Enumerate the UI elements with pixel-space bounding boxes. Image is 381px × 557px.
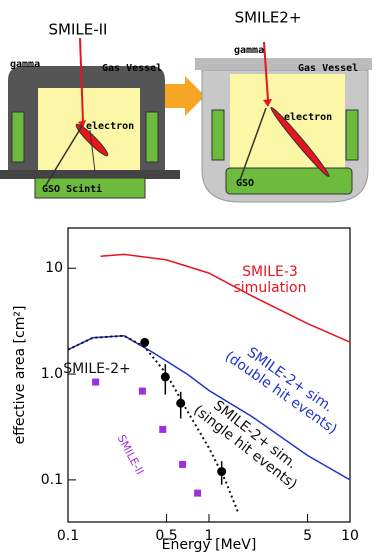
- upgrade-arrow: [165, 76, 205, 116]
- point: [179, 460, 187, 468]
- pad: [145, 111, 159, 163]
- y-axis-label: effective area [cm²]: [12, 306, 28, 445]
- annotation: simulation: [234, 280, 307, 296]
- point: [160, 372, 170, 382]
- arrow-head: [78, 120, 86, 128]
- point: [92, 378, 100, 386]
- point: [138, 387, 146, 395]
- y-tick-label: 0.1: [41, 472, 63, 488]
- electron-track: [75, 123, 109, 157]
- recoil: [89, 129, 96, 173]
- pad: [345, 109, 359, 161]
- left-detector: SMILE-II gamma Gas Vessel electron GSO S…: [0, 21, 180, 199]
- x-tick-label: 0.1: [57, 528, 79, 544]
- series-line: [100, 253, 351, 343]
- label: electron: [86, 121, 134, 132]
- x-tick-label: 0.5: [155, 528, 177, 544]
- gamma-ray: [263, 41, 269, 101]
- annotation: SMILE-2+: [63, 361, 130, 377]
- base: [0, 170, 180, 179]
- left-title: SMILE-II: [49, 21, 108, 39]
- point: [176, 398, 186, 408]
- label: Gas Vessel: [102, 63, 162, 74]
- pad: [11, 111, 25, 163]
- electron-track: [270, 106, 330, 178]
- label: GSO: [236, 178, 254, 189]
- right-title: SMILE2+: [235, 9, 302, 27]
- right-detector: SMILE2+ gamma Gas Vessel electron GSO: [195, 9, 372, 203]
- label: gamma: [234, 45, 264, 56]
- x-tick-label: 10: [341, 528, 359, 544]
- gamma-ray: [79, 37, 84, 123]
- label: electron: [284, 112, 332, 123]
- series-line: [67, 335, 351, 481]
- x-tick-label: 1: [205, 528, 214, 544]
- lid: [195, 58, 372, 70]
- annotation: SMILE-3: [242, 264, 298, 280]
- point: [194, 489, 202, 497]
- x-axis-label: Energy [MeV]: [162, 537, 257, 553]
- pad: [211, 109, 225, 161]
- scintillator: [34, 177, 146, 199]
- recoil: [45, 125, 83, 186]
- arrow-head: [263, 99, 272, 107]
- x-tick-label: 5: [303, 528, 312, 544]
- annotation: SMILE-II: [115, 433, 147, 477]
- y-tick-label: 10: [45, 260, 63, 276]
- label: GSO Scinti: [42, 183, 102, 195]
- y-tick-label: 1.0: [41, 366, 63, 382]
- point: [217, 467, 227, 477]
- gas: [38, 88, 140, 170]
- label: Gas Vessel: [298, 63, 358, 74]
- point: [159, 425, 167, 433]
- recoil: [239, 107, 267, 181]
- scintillator: [225, 167, 353, 195]
- point: [140, 337, 150, 347]
- label: gamma: [10, 59, 40, 70]
